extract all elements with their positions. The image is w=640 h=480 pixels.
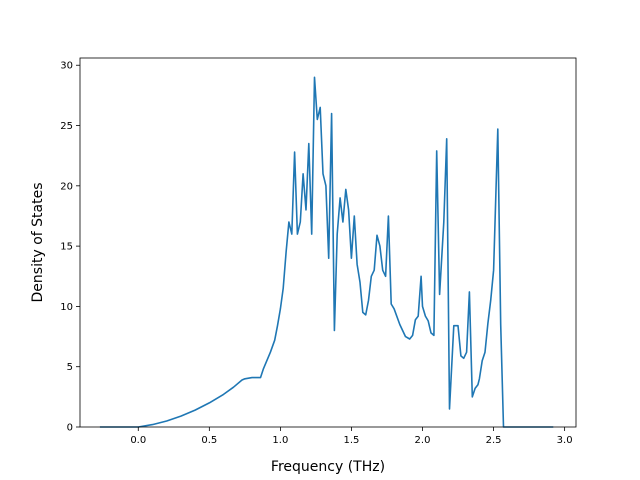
x-axis-label: Frequency (THz) [271,459,385,475]
y-tick-label: 15 [60,242,73,253]
axes-frame [79,57,577,428]
y-tick-label: 0 [67,423,73,434]
plot-area [99,76,554,428]
y-tick-label: 30 [60,61,73,72]
y-tick-label: 5 [67,362,73,373]
x-tick-label: 1.5 [343,435,359,446]
x-tick-label: 3.0 [557,435,573,446]
x-tick-label: 2.0 [415,435,431,446]
x-tick-label: 0.0 [130,435,146,446]
x-tick-label: 2.5 [486,435,502,446]
y-axis: 0 5 10 15 20 25 30 [60,61,80,434]
y-axis-label: Density of States [30,183,46,303]
dos-series-line [99,76,554,428]
y-tick-label: 10 [60,302,73,313]
x-tick-label: 1.0 [272,435,288,446]
y-tick-label: 20 [60,181,73,192]
y-tick-label: 25 [60,121,73,132]
x-axis: 0.0 0.5 1.0 1.5 2.0 2.5 3.0 [130,427,573,446]
x-tick-label: 0.5 [201,435,217,446]
